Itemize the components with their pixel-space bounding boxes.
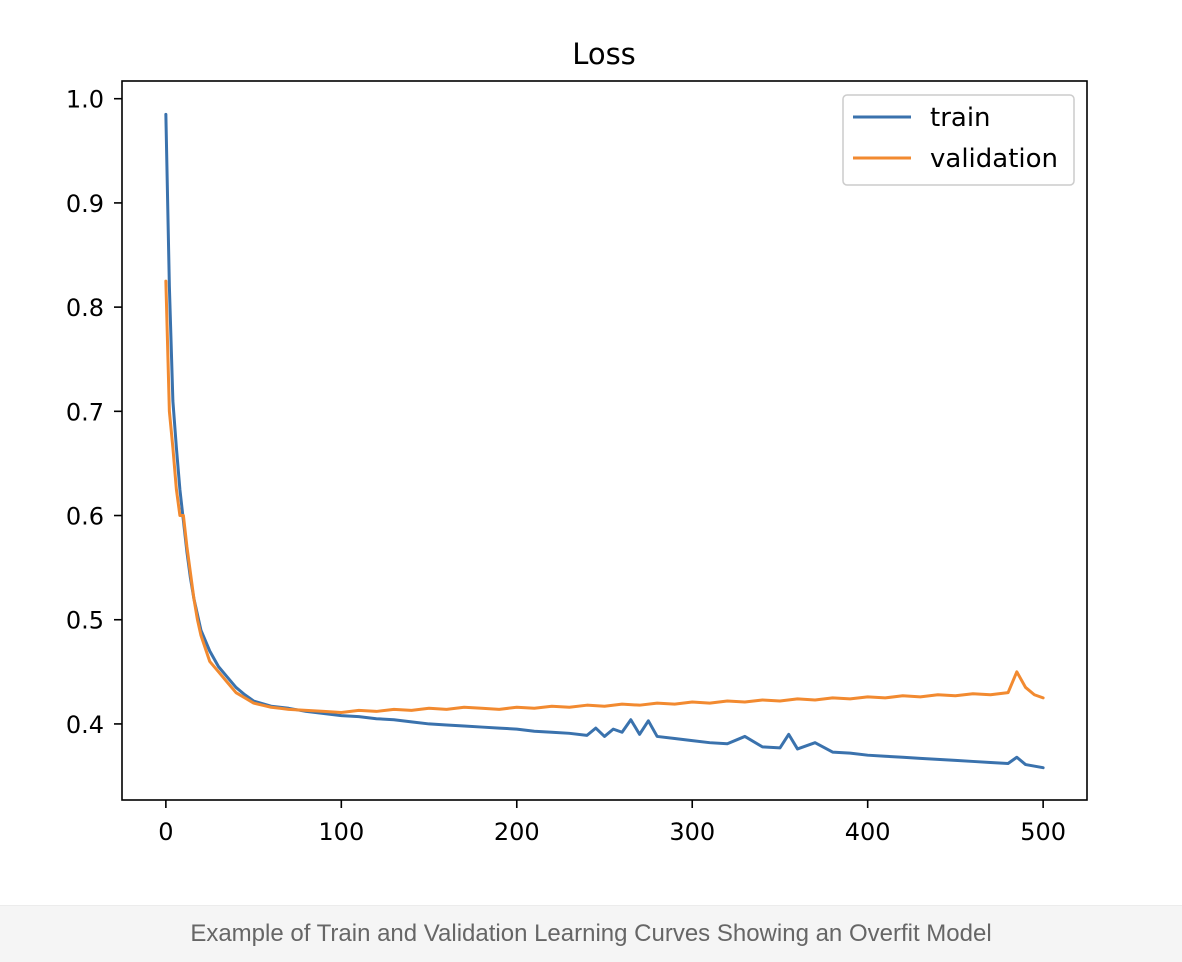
plot-frame <box>121 80 1088 801</box>
y-tick-label: 0.8 <box>66 294 104 322</box>
y-tick-label: 1.0 <box>66 86 104 114</box>
chart-title: Loss <box>572 37 636 71</box>
y-tick-label: 0.5 <box>66 607 104 635</box>
x-tick-label: 400 <box>845 818 891 846</box>
figure-caption: Example of Train and Validation Learning… <box>190 920 992 947</box>
x-tick-label: 0 <box>158 818 173 846</box>
y-tick-label: 0.9 <box>66 190 104 218</box>
legend-label-validation: validation <box>930 144 1058 174</box>
y-tick-label: 0.7 <box>66 398 104 426</box>
y-axis: 0.4 0.5 0.6 0.7 0.8 0.9 1.0 <box>66 86 122 739</box>
x-tick-label: 500 <box>1020 818 1066 846</box>
legend: train validation <box>842 94 1075 186</box>
y-tick-label: 0.4 <box>66 711 104 739</box>
plot-area <box>164 112 1045 770</box>
chart-figure: Loss 0 100 200 300 400 500 0.4 0.5 0.6 0.7 0.8 0.9… <box>65 37 1088 846</box>
x-tick-label: 100 <box>318 818 364 846</box>
chart-svg: Loss 0 100 200 300 400 500 0.4 0.5 0.6 0.7 0.8 0.9… <box>66 37 1088 846</box>
x-tick-label: 300 <box>669 818 715 846</box>
y-tick-label: 0.6 <box>66 503 104 531</box>
series-line-train <box>164 112 1045 770</box>
legend-label-train: train <box>930 103 991 133</box>
series-line-validation <box>164 279 1045 714</box>
caption-bar: Example of Train and Validation Learning… <box>0 905 1182 962</box>
x-axis: 0 100 200 300 400 500 <box>158 800 1066 846</box>
x-tick-label: 200 <box>494 818 540 846</box>
